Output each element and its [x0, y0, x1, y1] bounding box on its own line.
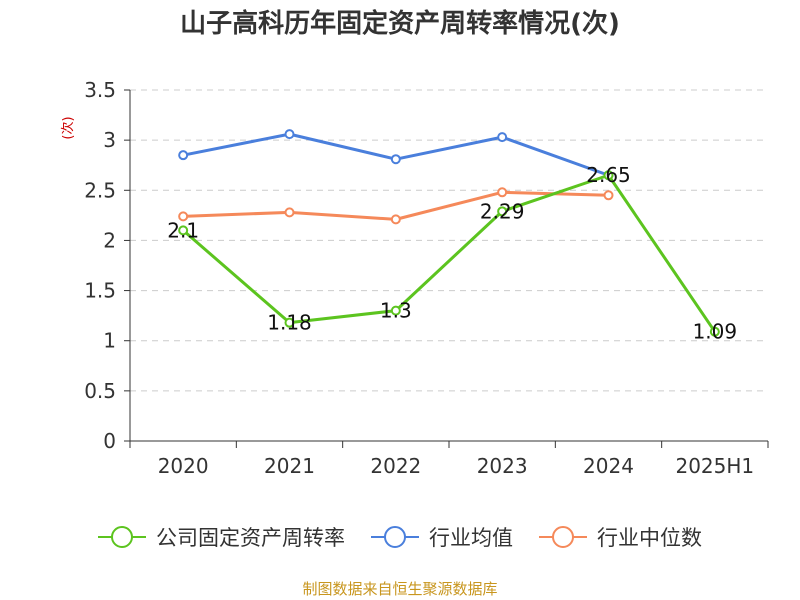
y-tick-label: 3.5: [84, 78, 116, 102]
series-point: [178, 150, 189, 161]
grid: [130, 89, 768, 392]
chart-title: 山子高科历年固定资产周转率情况(次): [180, 8, 620, 39]
data-label: 1.18: [267, 311, 312, 335]
data-label: 2.65: [586, 163, 631, 187]
legend-item[interactable]: 行业中位数: [539, 526, 702, 550]
legend-label: 行业均值: [429, 526, 513, 550]
data-label: 1.3: [380, 299, 412, 323]
y-tick-label: 1.5: [84, 279, 116, 303]
source-note: 制图数据来自恒生聚源数据库: [302, 580, 497, 598]
series-line: [182, 173, 717, 333]
series-point: [178, 211, 189, 222]
data-labels: 2.1 1.18 1.3 2.29 2.65 1.09: [167, 163, 737, 343]
legend-marker-icon: [384, 526, 406, 548]
x-axis: 2020 2021 2022 2023 2024 2025H1: [129, 440, 769, 478]
y-tick-label: 3: [103, 128, 116, 152]
x-tick-label: 2022: [370, 454, 421, 478]
legend[interactable]: 公司固定资产周转率 行业均值 行业中位数: [98, 526, 702, 550]
series-point: [390, 154, 401, 165]
series-point: [390, 305, 401, 316]
y-axis: 0 0.5 1 1.5 2 2.5 3 3.5: [84, 78, 131, 453]
series-point: [284, 129, 295, 140]
data-label: 1.09: [693, 320, 738, 344]
series-point: [603, 190, 614, 201]
series-point: [603, 170, 614, 181]
legend-label: 行业中位数: [597, 526, 702, 550]
series-layer: [178, 129, 720, 337]
x-tick-label: 2021: [264, 454, 315, 478]
y-tick-label: 0.5: [84, 379, 116, 403]
data-label: 2.29: [480, 199, 525, 223]
x-tick-label: 2023: [477, 454, 528, 478]
series-point: [284, 317, 295, 328]
data-label: 2.1: [167, 218, 199, 242]
legend-marker-icon: [552, 526, 574, 548]
legend-item[interactable]: 公司固定资产周转率: [98, 526, 345, 550]
series-point: [284, 207, 295, 218]
series-point: [709, 326, 720, 337]
series-point: [390, 214, 401, 225]
legend-label: 公司固定资产周转率: [156, 526, 345, 550]
series-point: [497, 206, 508, 217]
x-tick-label: 2020: [158, 454, 209, 478]
series-point: [497, 132, 508, 143]
series-point: [497, 187, 508, 198]
legend-marker-icon: [111, 526, 133, 548]
y-tick-label: 0: [103, 429, 116, 453]
y-tick-label: 1: [103, 329, 116, 353]
y-axis-label: (次): [60, 116, 76, 139]
x-tick-label: 2024: [583, 454, 634, 478]
legend-item[interactable]: 行业均值: [371, 526, 513, 550]
y-tick-label: 2: [103, 228, 116, 252]
x-tick-label: 2025H1: [675, 454, 754, 478]
y-tick-label: 2.5: [84, 178, 116, 202]
series-point: [178, 225, 189, 236]
